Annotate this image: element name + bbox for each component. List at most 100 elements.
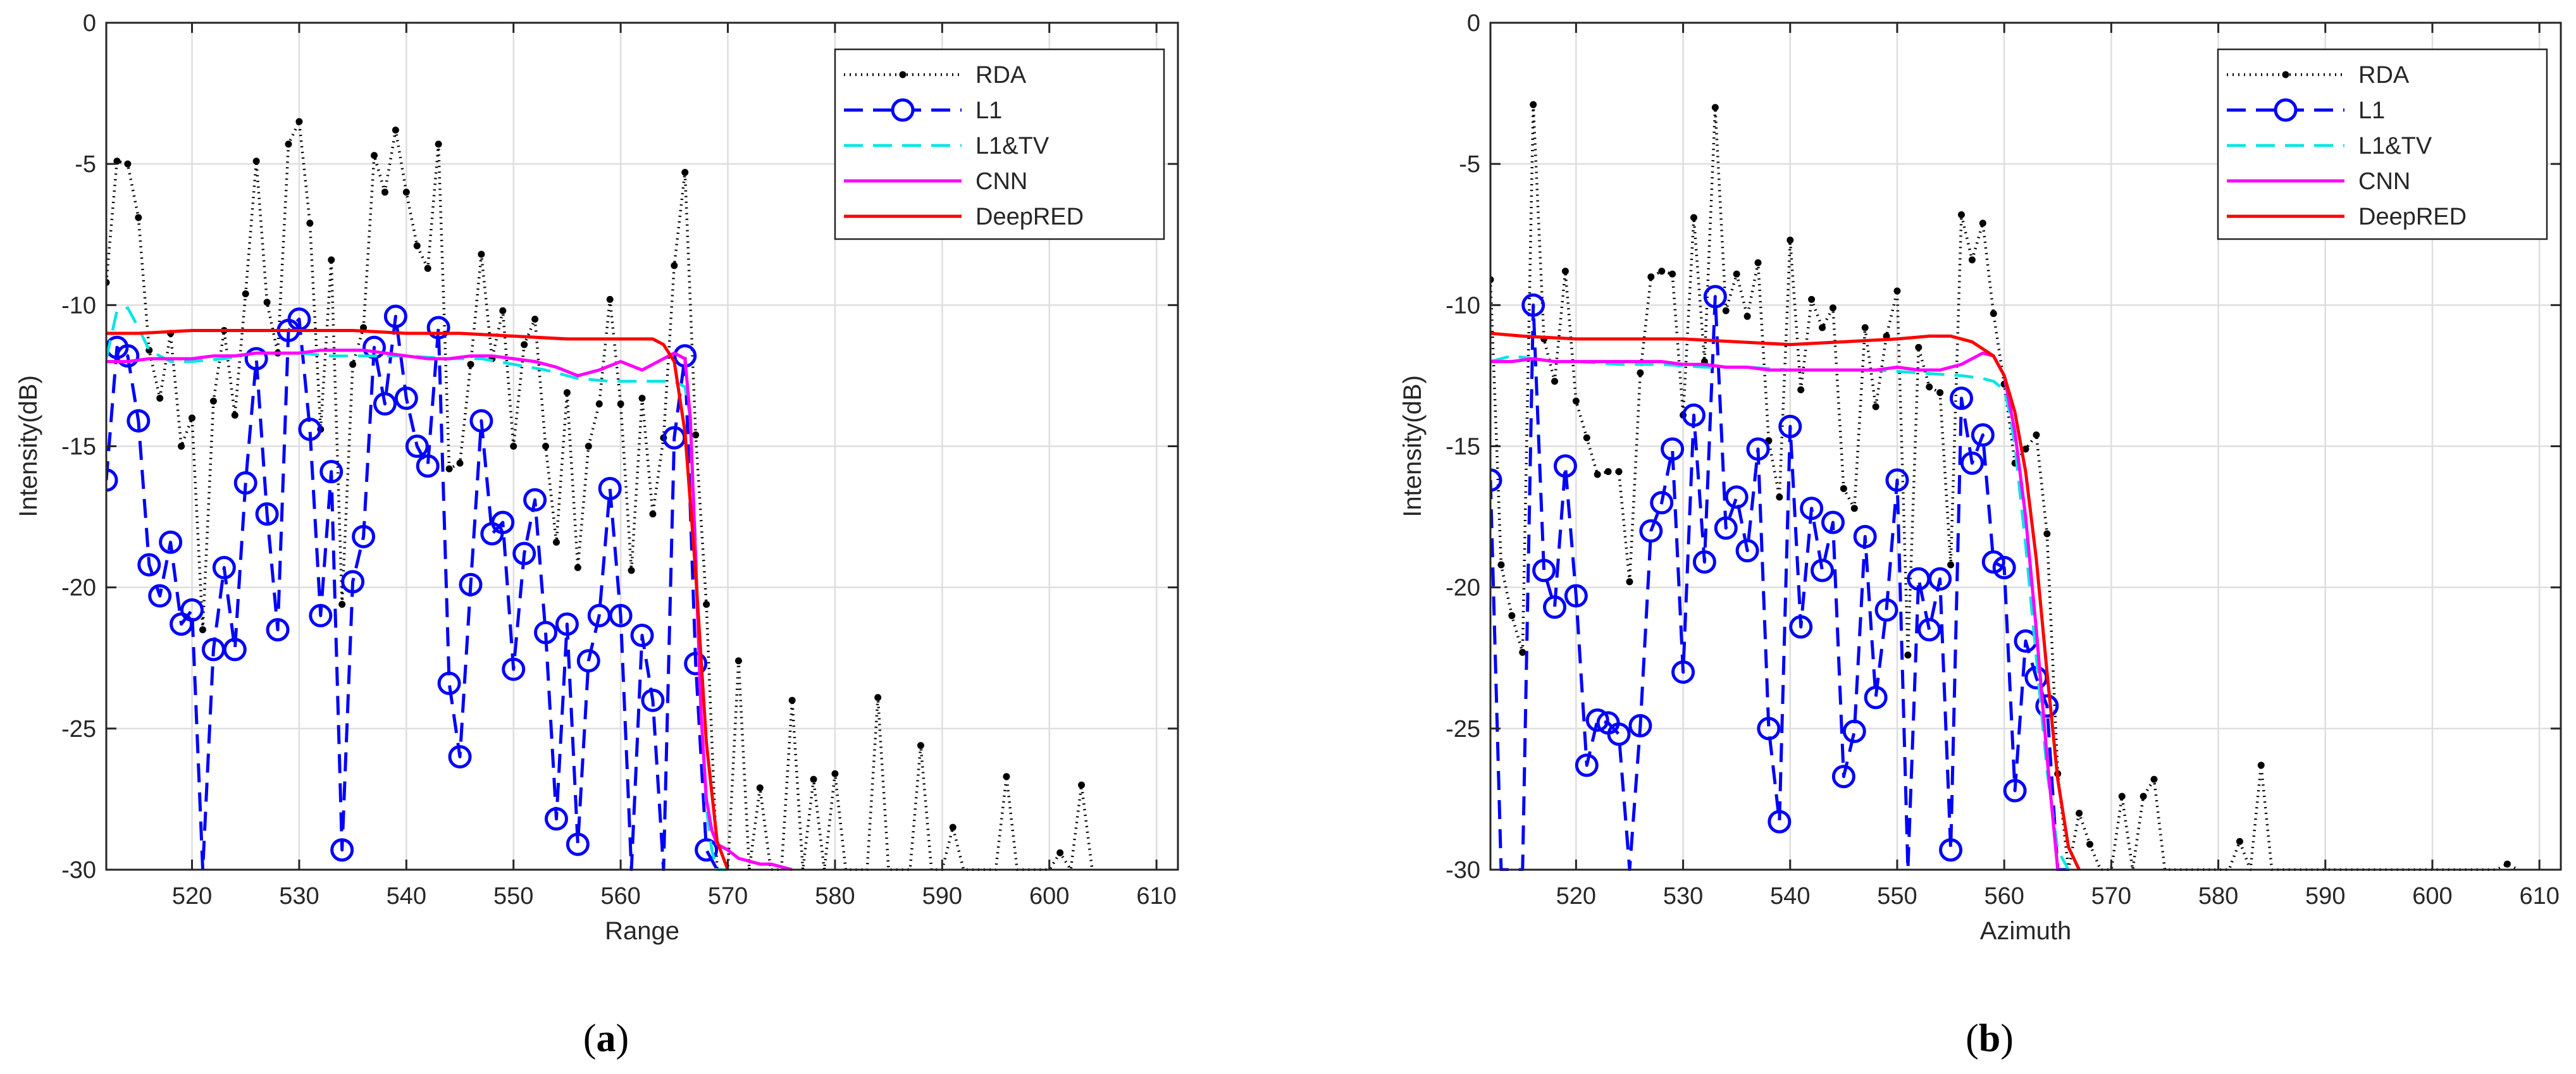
data-point-l1 <box>1607 722 1631 746</box>
data-point-rda <box>467 361 474 368</box>
legend-label-l1-tv: L1&TV <box>2358 133 2432 159</box>
data-point-l1 <box>576 649 600 673</box>
data-point-rda <box>1690 214 1697 221</box>
data-point-rda <box>917 742 924 750</box>
data-point-rda <box>628 567 635 574</box>
x-tick-label: 550 <box>493 883 533 910</box>
data-point-rda <box>1626 578 1633 586</box>
x-tick-label: 570 <box>2091 883 2131 910</box>
data-point-l1 <box>1768 810 1792 834</box>
data-point-rda <box>734 657 742 665</box>
data-point-rda <box>1947 561 1955 569</box>
y-tick-label: -15 <box>61 434 96 460</box>
data-point-rda <box>703 600 710 608</box>
data-point-l1 <box>244 347 268 371</box>
y-tick-label: -30 <box>1446 857 1480 884</box>
data-point-rda <box>1786 237 1794 244</box>
data-point-rda <box>2150 775 2158 783</box>
y-tick-label: -25 <box>61 716 96 743</box>
series-line-deepred <box>106 329 729 870</box>
data-point-rda <box>456 459 464 467</box>
data-point-l1 <box>223 638 247 662</box>
data-point-l1 <box>1585 708 1609 732</box>
legend-label-rda: RDA <box>975 62 1027 89</box>
x-tick-label: 600 <box>1029 883 1069 910</box>
data-point-rda <box>2257 762 2265 769</box>
data-point-rda <box>402 188 410 196</box>
data-point-l1 <box>1811 559 1835 583</box>
data-point-l1 <box>1671 660 1695 684</box>
data-point-rda <box>606 295 614 303</box>
data-point-l1 <box>469 409 493 433</box>
data-point-rda <box>949 824 957 831</box>
data-point-rda <box>1572 397 1580 405</box>
data-point-l1 <box>1917 618 1941 642</box>
legend-label-cnn: CNN <box>2358 168 2410 195</box>
data-point-rda <box>874 694 882 701</box>
data-point-rda <box>2503 860 2511 868</box>
panel-caption: (b) <box>1966 1017 2014 1060</box>
data-point-l1 <box>180 598 204 622</box>
data-point-rda <box>1078 781 1086 789</box>
data-point-rda <box>2236 837 2243 845</box>
data-point-rda <box>510 443 517 450</box>
data-point-rda <box>810 775 817 783</box>
legend-label-rda: RDA <box>2358 62 2410 89</box>
panel-b: 520 530 540 550 560 570 580 590 600 610 0 -5 -10 -15 -… <box>1399 10 2562 1060</box>
data-point-rda <box>531 316 539 323</box>
x-tick-label: 560 <box>600 883 640 910</box>
data-point-rda <box>349 361 357 368</box>
data-point-rda <box>1722 307 1730 314</box>
data-point-l1 <box>1800 497 1824 521</box>
data-point-rda <box>478 250 485 258</box>
data-point-l1 <box>1842 719 1866 743</box>
data-point-rda <box>2033 431 2040 439</box>
legend-label-deepred: DeepRED <box>975 204 1084 230</box>
data-point-l1 <box>491 510 515 534</box>
data-point-rda <box>1604 468 1612 476</box>
data-point-rda <box>1056 849 1064 856</box>
data-point-rda <box>445 465 453 472</box>
data-point-l1 <box>598 476 622 500</box>
data-point-l1 <box>1939 838 1963 862</box>
data-point-l1 <box>1692 550 1716 574</box>
data-point-rda <box>499 307 507 314</box>
data-point-rda <box>2139 793 2147 800</box>
data-point-rda <box>1733 270 1740 278</box>
legend-marker-l1 <box>891 98 915 122</box>
data-point-rda <box>435 140 442 148</box>
data-point-l1 <box>362 335 386 359</box>
data-point-l1 <box>1650 491 1674 515</box>
data-point-rda <box>1776 493 1783 501</box>
data-point-rda <box>756 784 764 792</box>
data-point-rda <box>1615 468 1623 476</box>
data-point-l1 <box>127 409 151 433</box>
data-point-rda <box>135 214 142 221</box>
data-point-l1 <box>1553 454 1577 478</box>
data-point-rda <box>381 188 388 196</box>
data-point-l1 <box>1960 451 1984 475</box>
data-point-rda <box>1637 369 1644 376</box>
series-line-l1 <box>106 314 719 871</box>
x-tick-label: 580 <box>815 883 855 910</box>
x-tick-label: 600 <box>2412 883 2452 910</box>
data-point-rda <box>638 395 646 402</box>
data-point-rda <box>295 118 303 125</box>
legend-label-deepred: DeepRED <box>2358 204 2467 230</box>
data-point-l1 <box>1575 753 1599 777</box>
data-point-rda <box>1926 383 1933 391</box>
data-point-rda <box>521 341 528 349</box>
data-point-rda <box>1893 287 1901 295</box>
data-point-l1 <box>512 541 536 565</box>
data-point-rda <box>231 411 238 419</box>
data-point-rda <box>209 397 217 405</box>
data-point-rda <box>189 414 196 422</box>
data-point-l1 <box>1746 437 1770 461</box>
data-point-rda <box>552 538 560 546</box>
data-point-l1 <box>630 624 654 648</box>
data-point-l1 <box>2003 779 2027 803</box>
data-point-rda <box>413 242 421 250</box>
data-point-l1 <box>1532 559 1556 583</box>
data-point-l1 <box>394 386 418 410</box>
data-point-rda <box>338 600 346 608</box>
